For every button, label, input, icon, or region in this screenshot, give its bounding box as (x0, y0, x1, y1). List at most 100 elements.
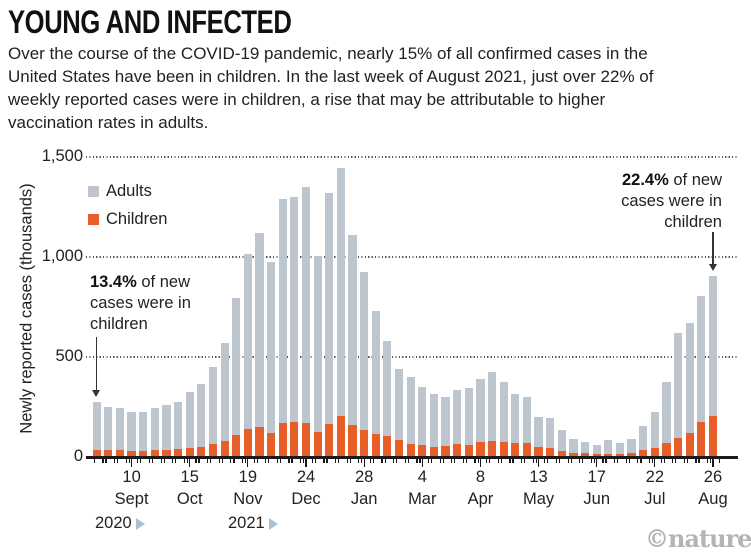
x-minor-tick (140, 459, 142, 463)
bar-adults-week-18 (301, 186, 311, 424)
x-minor-tick (337, 459, 340, 463)
bar-children-week-17 (290, 422, 299, 457)
bar-adults-week-32 (464, 388, 473, 445)
x-minor-tick (175, 459, 177, 463)
x-tick-day-label: 24 (296, 468, 316, 486)
bar-adults-week-24 (371, 311, 380, 435)
bar-adults-week-45 (615, 443, 625, 454)
bar-adults-week-10 (208, 366, 218, 445)
x-tick-month-label: Sept (114, 490, 149, 508)
x-tick-month-label: Jun (583, 490, 610, 508)
bar-children-week-1 (104, 450, 113, 457)
bar-adults-week-39 (546, 418, 555, 448)
y-tick-label: 500 (55, 347, 83, 365)
bar-children-week-48 (650, 448, 659, 457)
x-major-tick (305, 459, 307, 467)
year-label: 2020 (95, 514, 132, 532)
annotation-text: of new (668, 171, 722, 189)
x-minor-tick (637, 459, 639, 463)
x-tick-month-label: Jul (644, 490, 666, 508)
bar-adults-week-30 (441, 397, 450, 447)
bar-children-week-15 (267, 433, 276, 457)
x-minor-tick (323, 459, 325, 463)
x-minor-tick (602, 459, 604, 463)
x-tick-month-label: Nov (233, 490, 263, 508)
legend-label-children: Children (106, 210, 168, 228)
x-minor-tick (369, 459, 372, 463)
x-minor-tick (151, 459, 154, 463)
x-major-tick (363, 459, 365, 467)
x-minor-tick (567, 459, 569, 463)
x-minor-tick (207, 459, 209, 463)
year-marker-2021: 2021 (228, 514, 278, 533)
x-tick-day-label: 28 (354, 468, 374, 486)
bar-children-week-28 (418, 445, 427, 457)
bar-children-week-38 (534, 446, 543, 457)
x-minor-tick (279, 459, 282, 463)
bar-adults-week-33 (476, 379, 485, 443)
x-minor-tick (477, 459, 479, 463)
x-major-tick (712, 459, 714, 467)
x-minor-tick (497, 459, 499, 463)
x-minor-tick (268, 459, 270, 463)
x-minor-tick (451, 459, 453, 463)
bar-children-week-47 (639, 450, 648, 457)
x-minor-tick (427, 459, 430, 463)
bar-children-week-2 (115, 450, 125, 457)
x-minor-tick (532, 459, 534, 463)
x-tick-month-label: Mar (408, 490, 437, 508)
bar-adults-week-41 (569, 438, 578, 453)
x-minor-tick (509, 459, 511, 463)
bar-children-week-26 (394, 440, 404, 457)
bar-adults-week-42 (580, 442, 590, 454)
x-minor-tick (439, 459, 441, 463)
bar-children-week-49 (662, 443, 671, 457)
legend-item-adults: Adults (88, 182, 167, 201)
bar-children-week-35 (499, 441, 508, 457)
x-minor-tick (230, 459, 232, 463)
x-minor-tick (300, 459, 302, 463)
x-major-tick (654, 459, 656, 467)
annotation-text: of new (136, 273, 190, 291)
x-major-tick (596, 459, 598, 467)
year-marker-2020: 2020 (95, 514, 145, 533)
x-tick-day-label: 22 (645, 468, 665, 486)
x-tick-day-label: 13 (529, 468, 548, 486)
bar-children-week-42 (580, 453, 590, 457)
annotation-bold-value: 13.4% (90, 273, 137, 291)
x-minor-tick (698, 459, 700, 463)
x-minor-tick (233, 459, 235, 463)
bar-adults-week-26 (394, 368, 404, 441)
x-minor-tick (326, 459, 328, 463)
x-minor-tick (186, 459, 188, 463)
bar-children-week-12 (232, 435, 241, 457)
x-minor-tick (579, 459, 581, 463)
x-minor-tick (172, 459, 174, 463)
bar-children-week-24 (371, 434, 380, 457)
x-major-tick (130, 459, 133, 467)
bar-adults-week-35 (499, 381, 508, 442)
bar-children-week-31 (453, 444, 462, 457)
bar-adults-week-21 (336, 167, 345, 416)
bar-adults-week-44 (604, 440, 613, 454)
x-axis-line (86, 455, 738, 459)
x-minor-tick (291, 459, 293, 463)
x-minor-tick (521, 459, 523, 463)
x-minor-tick (117, 459, 119, 463)
bar-adults-week-28 (418, 387, 427, 445)
bar-adults-week-5 (150, 408, 159, 451)
bar-adults-week-22 (348, 235, 357, 426)
x-minor-tick (500, 459, 502, 463)
bar-children-week-6 (162, 449, 171, 457)
annotation-text: children (664, 213, 722, 231)
chart-title: YOUNG AND INFECTED (8, 4, 292, 40)
x-minor-tick (361, 459, 363, 463)
gridline-500 (86, 356, 738, 358)
x-minor-tick (489, 459, 491, 463)
bar-children-week-30 (441, 446, 450, 457)
y-tick-label: 1,500 (41, 147, 83, 165)
bar-children-week-18 (301, 423, 311, 457)
x-minor-tick (334, 459, 337, 463)
bar-adults-week-2 (115, 408, 125, 451)
y-tick-label: 1,000 (41, 247, 83, 265)
